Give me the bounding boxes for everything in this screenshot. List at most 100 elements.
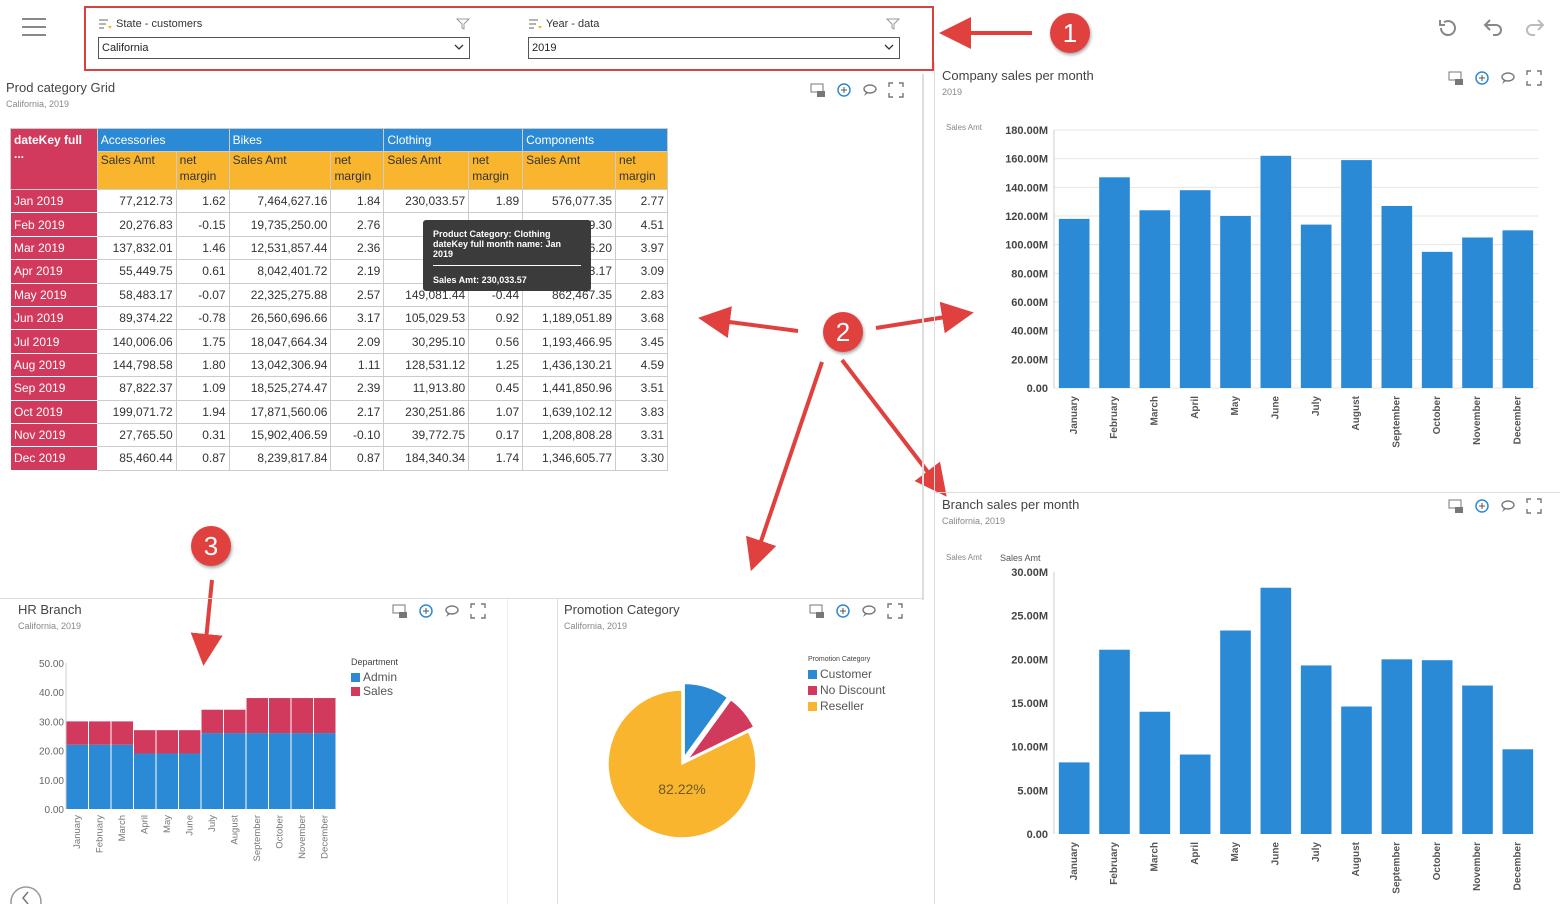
table-cell[interactable]: 1.84 — [330, 188, 385, 214]
row-label[interactable]: Oct 2019 — [10, 399, 98, 424]
table-cell[interactable]: 18,525,274.47 — [228, 376, 332, 401]
measure-header[interactable]: Sales Amt — [522, 151, 617, 190]
table-cell[interactable]: 8,239,817.84 — [228, 446, 332, 471]
stacked-bar-segment[interactable] — [66, 744, 89, 809]
bar[interactable] — [1179, 190, 1211, 388]
table-cell[interactable]: 1.11 — [330, 352, 385, 378]
table-cell[interactable]: 1.75 — [175, 329, 230, 354]
table-cell[interactable]: -0.07 — [175, 282, 230, 307]
table-cell[interactable]: 11,913.80 — [383, 376, 470, 401]
redo-icon[interactable] — [1522, 14, 1550, 42]
pie-slice[interactable] — [607, 689, 757, 839]
bar[interactable] — [1462, 685, 1493, 834]
branch-sales-chart[interactable]: 0.00 5.00M 10.00M 15.00M 20.00M 25.00M 30.00M J… — [990, 560, 1550, 900]
table-cell[interactable]: 3.68 — [615, 305, 668, 331]
comment-icon[interactable] — [1448, 498, 1464, 514]
stacked-bar-segment[interactable] — [291, 733, 314, 809]
bar[interactable] — [1179, 754, 1211, 834]
table-cell[interactable]: 2.57 — [330, 282, 385, 307]
table-cell[interactable]: 55,449.75 — [96, 259, 177, 284]
row-label[interactable]: Dec 2019 — [10, 446, 98, 471]
table-cell[interactable]: 1.74 — [468, 446, 524, 471]
row-label[interactable]: Jun 2019 — [10, 305, 98, 331]
legend-item[interactable]: Reseller — [808, 699, 885, 713]
table-cell[interactable]: 1,189,051.89 — [522, 305, 617, 331]
table-cell[interactable]: 3.31 — [615, 422, 668, 448]
table-cell[interactable]: 576,077.35 — [522, 188, 617, 214]
expand-icon[interactable] — [1526, 70, 1542, 86]
stacked-bar-segment[interactable] — [314, 733, 336, 809]
bar[interactable] — [1421, 660, 1453, 834]
table-cell[interactable]: 1.94 — [175, 399, 230, 424]
bar[interactable] — [1300, 224, 1332, 388]
expand-icon[interactable] — [470, 603, 486, 619]
bar[interactable] — [1099, 649, 1130, 834]
row-label[interactable]: Jan 2019 — [10, 188, 98, 214]
table-cell[interactable]: 2.83 — [615, 282, 668, 307]
stacked-bar-segment[interactable] — [89, 721, 111, 745]
pie-slice[interactable] — [683, 682, 729, 760]
refresh-icon[interactable] — [1434, 14, 1462, 42]
legend-item[interactable]: Admin — [351, 670, 398, 684]
drill-icon[interactable] — [1474, 70, 1490, 86]
stacked-bar-segment[interactable] — [179, 730, 201, 754]
undo-icon[interactable] — [1478, 14, 1506, 42]
stacked-bar-segment[interactable] — [156, 753, 179, 809]
row-label[interactable]: Aug 2019 — [10, 352, 98, 378]
stacked-bar-segment[interactable] — [246, 698, 269, 734]
bar[interactable] — [1139, 711, 1171, 834]
expand-icon[interactable] — [1526, 498, 1542, 514]
table-cell[interactable]: 0.87 — [330, 446, 385, 471]
stacked-bar-segment[interactable] — [179, 753, 201, 809]
drill-icon[interactable] — [1474, 498, 1490, 514]
legend-item[interactable]: No Discount — [808, 683, 885, 697]
table-cell[interactable]: 1.89 — [468, 188, 524, 214]
comment-icon[interactable] — [1448, 70, 1464, 86]
stacked-bar-segment[interactable] — [246, 733, 269, 809]
hr-branch-chart[interactable]: 0.00 10.00 20.00 30.00 40.00 50.00 January Febr… — [14, 655, 344, 870]
table-cell[interactable]: 1.46 — [175, 235, 230, 261]
drill-icon[interactable] — [835, 603, 851, 619]
stacked-bar-segment[interactable] — [66, 721, 89, 745]
table-cell[interactable]: 3.09 — [615, 259, 668, 284]
measure-header[interactable]: net margin — [615, 151, 668, 190]
category-header[interactable]: Bikes — [228, 128, 385, 152]
chevron-down-icon[interactable] — [453, 41, 465, 53]
measure-header[interactable]: net margin — [468, 151, 524, 190]
table-cell[interactable]: 1,436,130.21 — [522, 352, 617, 378]
table-cell[interactable]: 2.36 — [330, 235, 385, 261]
table-cell[interactable]: 0.17 — [468, 422, 524, 448]
row-label[interactable]: May 2019 — [10, 282, 98, 307]
table-cell[interactable]: 77,212.73 — [96, 188, 177, 214]
drill-icon[interactable] — [418, 603, 434, 619]
table-cell[interactable]: 230,033.57 — [383, 188, 470, 214]
table-cell[interactable]: -0.10 — [330, 422, 385, 448]
table-cell[interactable]: 0.45 — [468, 376, 524, 401]
table-cell[interactable]: 230,251.86 — [383, 399, 470, 424]
bar[interactable] — [1220, 216, 1251, 388]
stacked-bar-segment[interactable] — [201, 733, 224, 809]
bar[interactable] — [1341, 706, 1372, 834]
table-cell[interactable]: 3.97 — [615, 235, 668, 261]
stacked-bar-segment[interactable] — [134, 753, 156, 809]
bar[interactable] — [1300, 665, 1332, 834]
table-cell[interactable]: 1.09 — [175, 376, 230, 401]
table-cell[interactable]: 13,042,306.94 — [228, 352, 332, 378]
row-label[interactable]: Mar 2019 — [10, 235, 98, 261]
table-cell[interactable]: 2.09 — [330, 329, 385, 354]
hamburger-menu-icon[interactable] — [22, 18, 46, 38]
table-cell[interactable]: 7,464,627.16 — [228, 188, 332, 214]
bar[interactable] — [1260, 587, 1292, 834]
prod-category-grid[interactable]: dateKey full ... Accessories Bikes Clothing… — [10, 128, 668, 471]
table-cell[interactable]: 27,765.50 — [96, 422, 177, 448]
filter-icon[interactable] — [886, 18, 900, 30]
table-cell[interactable]: 2.76 — [330, 212, 385, 237]
table-cell[interactable]: 30,295.10 — [383, 329, 470, 354]
table-cell[interactable]: 4.51 — [615, 212, 668, 237]
stacked-bar-segment[interactable] — [134, 730, 156, 754]
comment-icon[interactable] — [809, 603, 825, 619]
category-header[interactable]: Clothing — [383, 128, 524, 152]
stacked-bar-segment[interactable] — [224, 709, 246, 734]
stacked-bar-segment[interactable] — [156, 730, 179, 754]
table-cell[interactable]: 1.25 — [468, 352, 524, 378]
